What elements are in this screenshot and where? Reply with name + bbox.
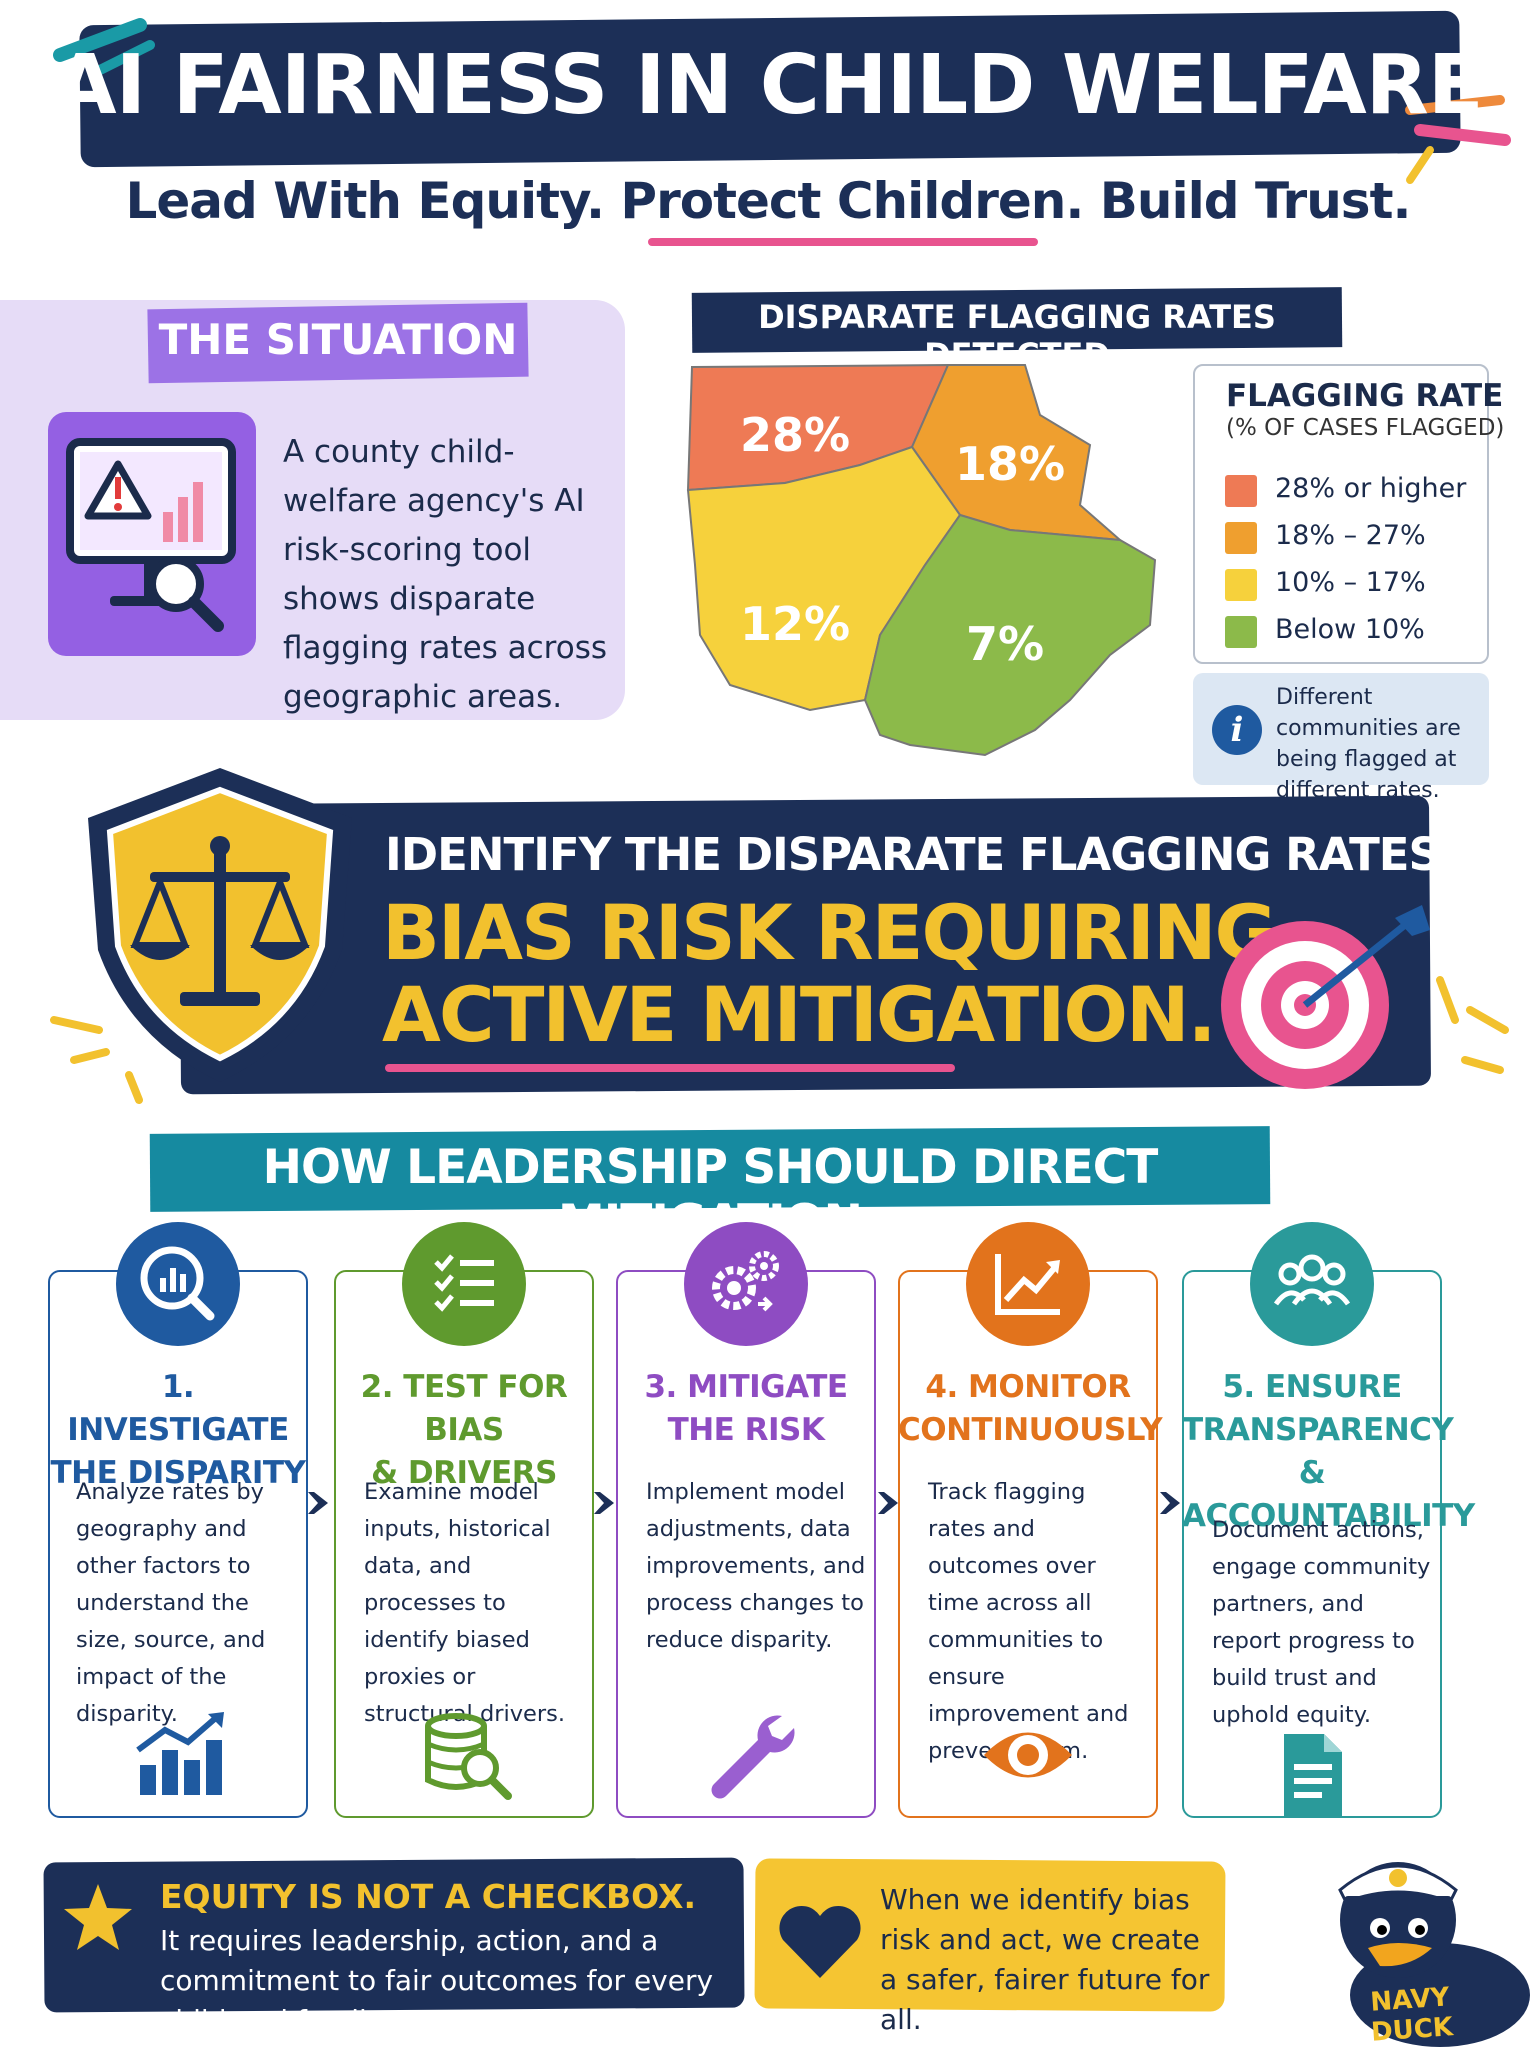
- decorative-brush-pink: [1405, 95, 1511, 184]
- step-title-line: CONTINUOUSLY: [898, 1412, 1163, 1448]
- decorative-sparks: [1436, 976, 1509, 1074]
- heart-icon: [779, 1905, 861, 1978]
- navy-duck-mascot-icon: [1338, 1862, 1530, 2047]
- star-icon: [64, 1884, 132, 1950]
- map-label-12: 12%: [740, 597, 850, 651]
- step-desc: Document actions, engage community partn…: [1212, 1517, 1431, 1728]
- bar-chart-trend-icon: [136, 1712, 224, 1795]
- checklist-icon: [402, 1222, 526, 1346]
- database-search-icon: [425, 1713, 512, 1800]
- arrow-right-icon: [878, 1492, 898, 1514]
- footer-right-text: When we identify bias risk and act, we c…: [880, 1883, 1210, 2036]
- step-desc: Analyze rates by geography and other fac…: [76, 1479, 266, 1727]
- arrow-right-icon: [594, 1492, 614, 1514]
- step-card-investigate: [48, 1270, 308, 1818]
- step-desc: Examine model inputs, historical data, a…: [364, 1479, 566, 1727]
- legend-swatch: [1225, 522, 1257, 554]
- step-title-line: THE DISPARITY: [50, 1455, 306, 1491]
- eye-icon: [984, 1732, 1072, 1778]
- document-icon: [1284, 1734, 1342, 1816]
- situation-title: THE SITUATION: [158, 315, 518, 364]
- banner-line-2: BIAS RISK REQUIRING: [382, 888, 1277, 977]
- info-icon: i: [1212, 705, 1262, 755]
- step-title: 1. INVESTIGATE THE DISPARITY: [48, 1366, 308, 1495]
- step-title-line: 3. MITIGATE: [644, 1369, 848, 1405]
- step-card-test-bias: [334, 1270, 594, 1818]
- decorative-sparks: [50, 1016, 143, 1104]
- legend-swatch: [1225, 569, 1257, 601]
- magnifier-chart-icon: [116, 1222, 240, 1346]
- step-title-line: 1. INVESTIGATE: [67, 1369, 289, 1448]
- step-title: 2. TEST FOR BIAS & DRIVERS: [334, 1366, 594, 1495]
- banner-line-1: IDENTIFY THE DISPARATE FLAGGING RATES AS…: [385, 828, 1536, 881]
- legend-label: Below 10%: [1275, 614, 1425, 645]
- step-title-line: 2. TEST FOR BIAS: [360, 1369, 568, 1448]
- step-title: 5. ENSURE TRANSPARENCY & ACCOUNTABILITY: [1182, 1366, 1475, 1538]
- mascot-label: NAVY DUCK: [1369, 1982, 1454, 2048]
- subtitle-underline: [648, 238, 1038, 246]
- banner-underline: [385, 1064, 955, 1072]
- step-title-line: THE RISK: [667, 1412, 825, 1448]
- legend-swatch: [1225, 616, 1257, 648]
- gears-icon: [684, 1222, 808, 1346]
- map-region-7: [863, 513, 1157, 757]
- map-label-28: 28%: [740, 408, 850, 462]
- banner-line-3: ACTIVE MITIGATION.: [382, 970, 1216, 1059]
- page-subtitle: Lead With Equity. Protect Children. Buil…: [125, 172, 1412, 230]
- legend-subtitle: (% OF CASES FLAGGED): [1226, 415, 1505, 441]
- info-text: Different communities are being flagged …: [1276, 685, 1461, 803]
- decorative-brush-teal: [53, 18, 155, 75]
- legend-title: FLAGGING RATE: [1226, 378, 1504, 414]
- leadership-title: HOW LEADERSHIP SHOULD DIRECT MITIGATION: [262, 1140, 1159, 1250]
- wrench-icon: [711, 1715, 795, 1799]
- step-title-line: 4. MONITOR: [925, 1369, 1131, 1405]
- step-card-monitor: [898, 1270, 1158, 1818]
- map-label-7: 7%: [966, 617, 1044, 671]
- situation-text: A county child-welfare agency's AI risk-…: [283, 434, 608, 715]
- legend-label: 18% – 27%: [1275, 520, 1426, 551]
- line-chart-icon: [966, 1222, 1090, 1346]
- map-label-18: 18%: [955, 437, 1065, 491]
- legend-box: [1193, 364, 1489, 664]
- step-title-line: & DRIVERS: [371, 1455, 557, 1491]
- step-title: 3. MITIGATE THE RISK: [616, 1366, 876, 1452]
- arrow-right-icon: [308, 1492, 328, 1514]
- step-title: 4. MONITOR CONTINUOUSLY: [898, 1366, 1163, 1452]
- step-desc: Implement model adjustments, data improv…: [646, 1479, 866, 1653]
- legend-swatch: [1225, 475, 1257, 507]
- justice-scale-shield-icon: [88, 768, 352, 1082]
- flagging-rate-map: 28% 18% 12% 7%: [686, 363, 1157, 757]
- target-arrow-icon: [1221, 905, 1430, 1089]
- legend-label: 28% or higher: [1275, 473, 1467, 504]
- page-title: AI FAIRNESS IN CHILD WELFARE: [53, 38, 1484, 133]
- monitor-warning-icon: [48, 412, 256, 656]
- footer-left-text: It requires leadership, action, and a co…: [160, 1924, 714, 2037]
- footer-left-title: EQUITY IS NOT A CHECKBOX.: [160, 1877, 696, 1916]
- step-title-line: & ACCOUNTABILITY: [1182, 1455, 1475, 1534]
- people-group-icon: [1250, 1222, 1374, 1346]
- legend-label: 10% – 17%: [1275, 567, 1426, 598]
- step-card-mitigate: [616, 1270, 876, 1818]
- map-title: DISPARATE FLAGGING RATES DETECTED: [758, 298, 1276, 374]
- step-title-line: 5. ENSURE: [1222, 1369, 1402, 1405]
- step-title-line: TRANSPARENCY: [1182, 1412, 1454, 1448]
- arrow-right-icon: [1160, 1492, 1180, 1514]
